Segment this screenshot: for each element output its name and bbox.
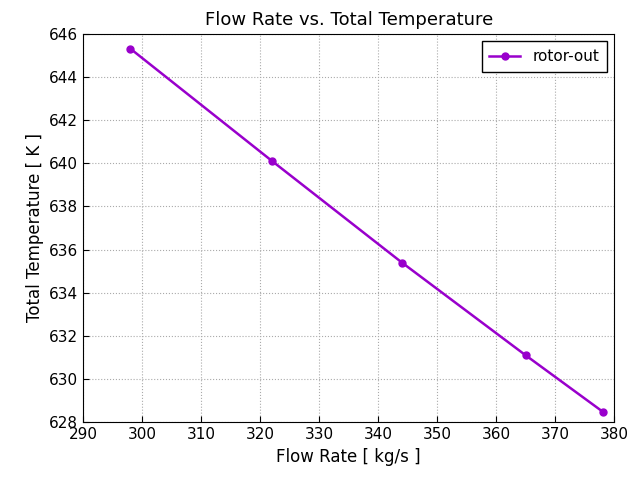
X-axis label: Flow Rate [ kg/s ]: Flow Rate [ kg/s ] [276,448,421,466]
Line: rotor-out: rotor-out [127,45,606,415]
rotor-out [599,409,607,415]
Y-axis label: Total Temperature [ K ]: Total Temperature [ K ] [26,133,44,323]
rotor-out [398,260,406,265]
rotor-out [522,352,530,358]
rotor-out [127,46,134,52]
Title: Flow Rate vs. Total Temperature: Flow Rate vs. Total Temperature [205,11,493,29]
Legend: rotor-out: rotor-out [482,41,607,72]
rotor-out [268,158,276,164]
